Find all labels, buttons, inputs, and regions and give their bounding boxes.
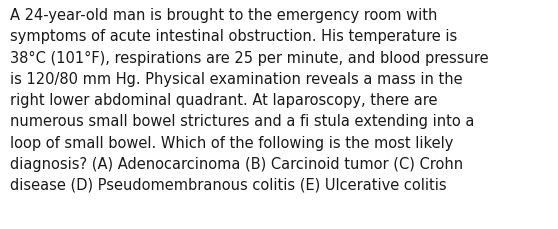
- Text: A 24-year-old man is brought to the emergency room with
symptoms of acute intest: A 24-year-old man is brought to the emer…: [10, 8, 489, 192]
